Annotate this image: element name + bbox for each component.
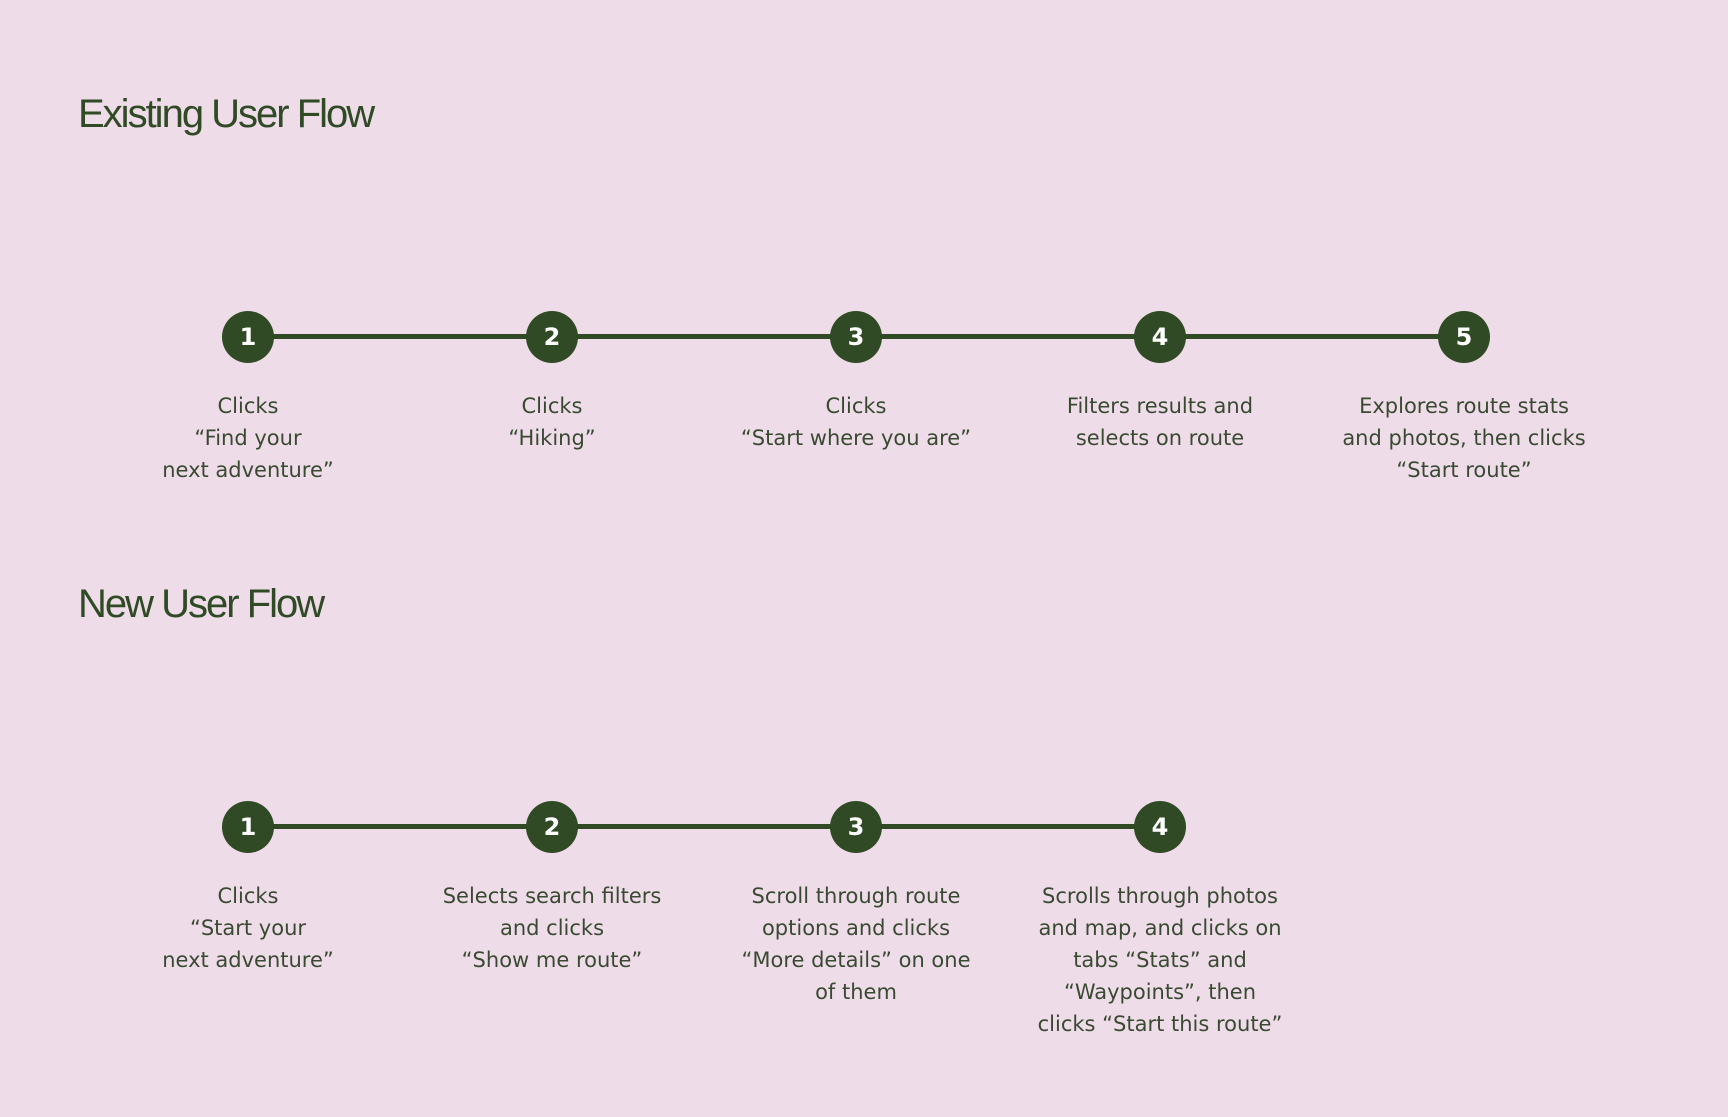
- step-number-badge: 3: [830, 311, 882, 363]
- existing-flow-title: Existing User Flow: [78, 92, 375, 136]
- step-description: Scrolls through photos and map, and clic…: [1037, 884, 1283, 1036]
- step-description: Selects search filters and clicks “Show …: [442, 884, 662, 972]
- step-description: Clicks “Find your next adventure”: [162, 394, 334, 482]
- step-number-badge: 5: [1438, 311, 1490, 363]
- step-number-badge: 4: [1134, 801, 1186, 853]
- step-description: Filters results and selects on route: [1066, 394, 1254, 450]
- step-number-badge: 2: [526, 801, 578, 853]
- step-description: Clicks “Start where you are”: [740, 394, 972, 450]
- flow-connector-line: [248, 824, 1160, 829]
- step-description: Explores route stats and photos, then cl…: [1342, 394, 1586, 482]
- new-flow-title: New User Flow: [78, 582, 325, 626]
- step-number-badge: 3: [830, 801, 882, 853]
- step-number-badge: 4: [1134, 311, 1186, 363]
- step-description: Clicks “Hiking”: [508, 394, 596, 450]
- step-number-badge: 1: [222, 801, 274, 853]
- step-number-badge: 2: [526, 311, 578, 363]
- step-description: Scroll through route options and clicks …: [741, 884, 971, 1004]
- step-number-badge: 1: [222, 311, 274, 363]
- step-description: Clicks “Start your next adventure”: [162, 884, 334, 972]
